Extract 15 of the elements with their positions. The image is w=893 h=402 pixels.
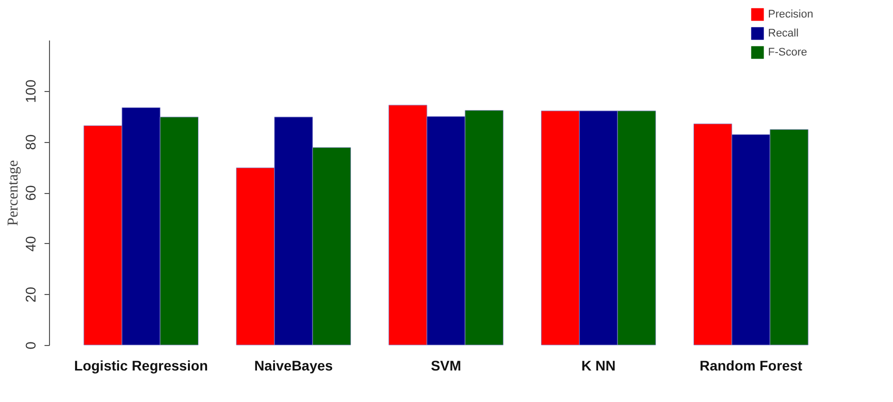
y-axis-title: Percentage: [6, 160, 22, 226]
y-tick-label: 60: [22, 185, 38, 201]
x-tick-label: SVM: [430, 358, 462, 374]
legend-label: Recall: [768, 28, 799, 40]
x-tick-label: NaiveBayes: [254, 358, 334, 374]
legend-label: Precision: [768, 8, 814, 20]
x-tick-label: Logistic Regression: [74, 358, 208, 374]
y-tick-label: 100: [22, 79, 38, 104]
y-tick-label: 40: [22, 236, 38, 252]
y-tick-label: 0: [22, 341, 38, 350]
y-tick-label: 20: [22, 286, 38, 302]
legend-label: F-Score: [768, 46, 808, 58]
x-tick-label: Random Forest: [700, 358, 803, 374]
y-tick-label: 80: [22, 134, 38, 150]
x-tick-label: K NN: [581, 358, 616, 374]
